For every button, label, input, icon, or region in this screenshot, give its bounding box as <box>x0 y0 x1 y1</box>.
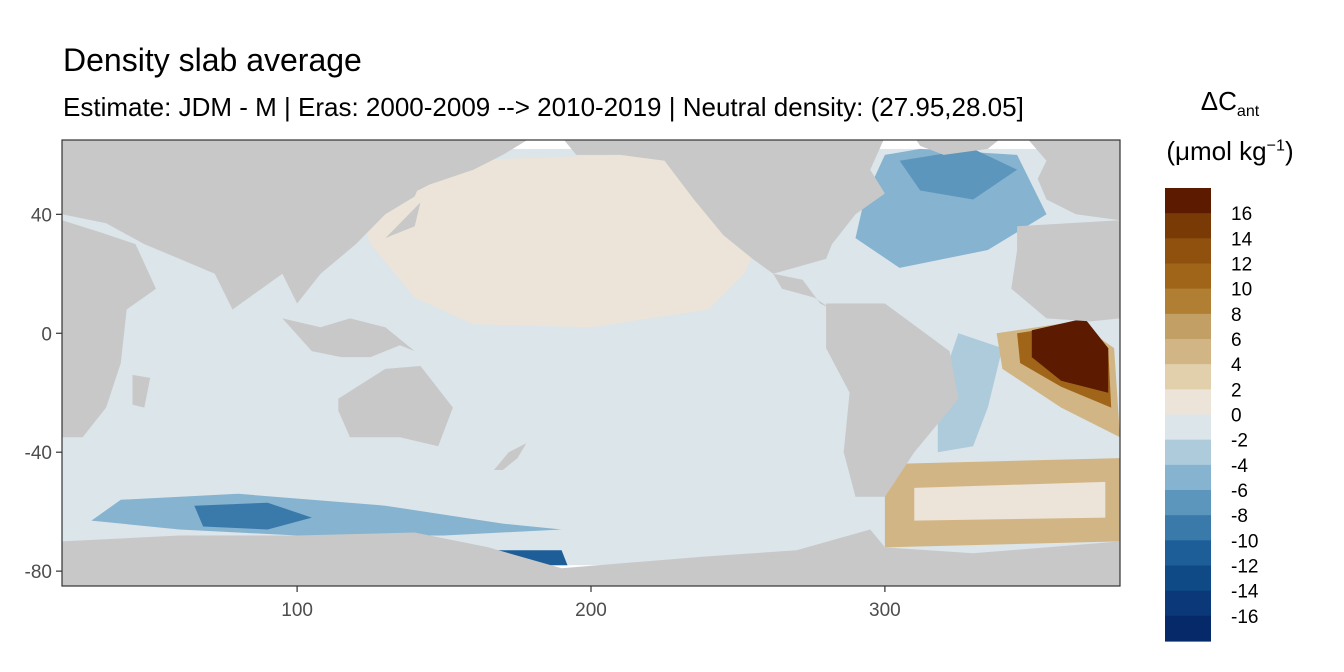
africa-west-land <box>1011 220 1120 322</box>
eurasia-land <box>62 140 430 310</box>
colorbar-label: 16 <box>1231 204 1252 225</box>
colorbar-label: -12 <box>1231 557 1258 578</box>
colorbar-band <box>1165 188 1211 214</box>
colorbar-band <box>1165 389 1211 416</box>
colorbar-band <box>1165 263 1211 290</box>
colorbar-label: -10 <box>1231 531 1258 552</box>
south-atlantic-inner-region <box>914 481 1106 521</box>
south-atlantic-west-region <box>937 333 1003 453</box>
colorbar-label: -14 <box>1231 582 1259 603</box>
central-america-land <box>773 273 832 310</box>
legend-unit: (μmol kg−1) <box>1166 136 1294 166</box>
new-zealand-land <box>494 443 527 470</box>
colorbar-band <box>1165 565 1211 592</box>
africa-land <box>62 220 156 438</box>
north-pacific-region <box>355 154 774 328</box>
x-tick-label: 100 <box>281 600 313 621</box>
colorbar-label: -6 <box>1231 481 1248 502</box>
colorbar-band <box>1165 414 1211 441</box>
colorbar-band <box>1165 364 1211 390</box>
y-tick-label: 40 <box>31 205 52 226</box>
madagascar-land <box>132 374 151 408</box>
colorbar-band <box>1165 490 1211 516</box>
colorbar-label: -2 <box>1231 431 1248 452</box>
japan-land <box>385 202 421 239</box>
colorbar-band <box>1165 515 1211 541</box>
colorbar-label: 10 <box>1231 280 1252 301</box>
chart-subtitle: Estimate: JDM - M | Eras: 2000-2009 --> … <box>63 92 1024 122</box>
colorbar-band <box>1165 238 1211 265</box>
colorbar-label: 4 <box>1231 355 1242 376</box>
colorbar-label: -16 <box>1231 607 1258 628</box>
legend-title: ΔCant <box>1200 86 1260 121</box>
colorbar-legend: 16 14 12 10 8 6 4 2 0 -2 -4 -6 -8 -10 -12 -14 -16 <box>1165 188 1259 642</box>
y-tick-label: 0 <box>41 324 52 345</box>
colorbar-band <box>1165 464 1211 491</box>
antarctica-land <box>62 529 1120 586</box>
colorbar-label: 2 <box>1231 380 1242 401</box>
southern-ocean-indian-region <box>194 502 312 530</box>
colorbar-label: 8 <box>1231 305 1242 326</box>
colorbar-label: 6 <box>1231 330 1242 351</box>
colorbar-band <box>1165 288 1211 315</box>
colorbar-band <box>1165 590 1211 617</box>
colorbar-band <box>1165 213 1211 239</box>
colorbar-label: 14 <box>1231 229 1253 250</box>
y-tick-label: -80 <box>25 562 52 583</box>
south-america-land <box>826 303 959 497</box>
colorbar-band <box>1165 339 1211 365</box>
colorbar-band <box>1165 439 1211 466</box>
map-panel <box>61 139 1121 587</box>
labrador-region <box>899 148 1018 200</box>
chart-title: Density slab average <box>63 42 362 78</box>
colorbar-label: 12 <box>1231 255 1252 276</box>
australia-land <box>338 366 453 447</box>
colorbar-label: -8 <box>1231 506 1248 527</box>
north-america-land <box>564 140 885 274</box>
europe-west-land <box>1028 140 1120 221</box>
colorbar-label: -4 <box>1231 456 1248 477</box>
x-tick-label: 300 <box>869 600 901 621</box>
indonesia-land <box>282 318 415 358</box>
x-tick-label: 200 <box>575 600 607 621</box>
colorbar-band <box>1165 615 1211 642</box>
colorbar-label: 0 <box>1231 406 1242 427</box>
colorbar-band <box>1165 540 1211 567</box>
y-tick-label: -40 <box>25 443 52 464</box>
tropical-atlantic-core <box>1031 318 1109 393</box>
asia-east-land <box>386 140 528 200</box>
greenland-land <box>916 140 999 155</box>
colorbar-band <box>1165 313 1211 340</box>
